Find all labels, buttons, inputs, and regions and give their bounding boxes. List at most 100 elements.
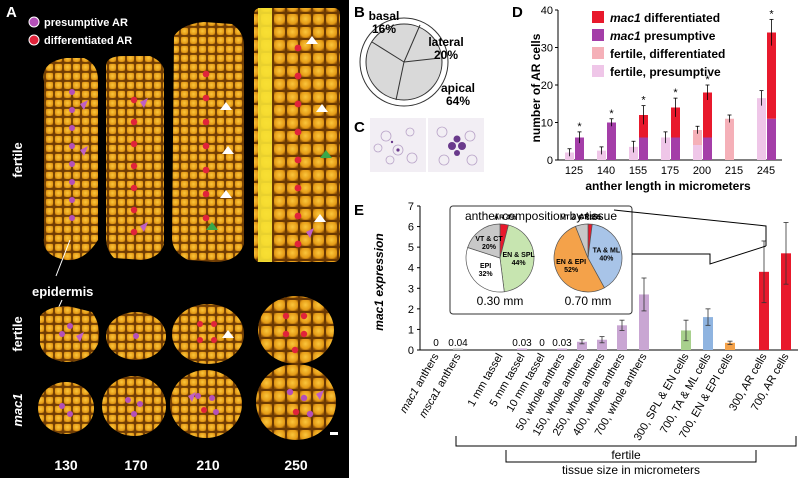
panel-b-label: B	[354, 4, 365, 21]
panel-d-xtick-label: 175	[661, 165, 679, 177]
panel-d-xtick-label: 215	[725, 165, 743, 177]
presumptive-ar-legend-dot	[28, 16, 40, 28]
panel-e-ytick-label: 4	[408, 263, 414, 275]
panel-d-xtick-label: 245	[757, 165, 775, 177]
panel-d-ytick-label: 20	[541, 80, 553, 92]
panel-d-ytick-label: 10	[541, 118, 553, 130]
panel-a: A presumptive AR differentiated AR	[0, 0, 349, 478]
pie-slice-label: VT & CT 20%	[475, 236, 503, 251]
panel-d-bar	[661, 137, 670, 160]
panel-e-ytick-label: 7	[408, 201, 414, 213]
sector-apical-percent: 64%	[446, 94, 470, 108]
panel-d-bar	[597, 150, 606, 160]
tissue-size-bracket	[505, 450, 757, 463]
section-210-fertile	[172, 304, 244, 364]
panel-e-ytick-label: 5	[408, 242, 414, 254]
pie-slice-label: EN & SPL 44%	[503, 252, 536, 267]
panel-d-xlabel: anther length in micrometers	[585, 179, 751, 193]
panel-e-ytick-label: 2	[408, 304, 414, 316]
panel-d-ytick-label: 0	[547, 155, 553, 167]
fertile-bracket	[455, 436, 797, 447]
panel-e-bar	[725, 342, 735, 350]
section-210-mac1	[170, 370, 242, 438]
panel-d-bar	[703, 92, 712, 138]
panel-d-legend-label: mac1 presumptive	[610, 29, 716, 43]
presumptive-ar-legend-label: presumptive AR	[44, 17, 128, 29]
panel-e-value-label: 0	[433, 338, 439, 349]
panel-e-ytick-label: 3	[408, 283, 414, 295]
panel-d-ytick-label: 40	[541, 5, 553, 17]
inset-connector-right	[613, 209, 767, 246]
panel-d-significance-star: *	[673, 87, 678, 99]
panel-e-bar	[517, 348, 527, 350]
panel-d-bar	[693, 130, 702, 145]
stage-label-130: 130	[54, 457, 78, 473]
panel-d-bar	[757, 98, 766, 160]
pie-slice	[553, 225, 605, 293]
pie-slice	[467, 223, 501, 259]
ar-cells-top-row	[69, 44, 302, 248]
pie-slice-label: EN & EPI 52%	[556, 259, 586, 274]
panel-e-value-label: 0	[539, 338, 545, 349]
panel-e-bars: 0 0.04 0.03 0 0.03	[433, 222, 791, 350]
inset-connector-lower	[632, 245, 767, 265]
panel-d-legend-swatch	[592, 29, 604, 41]
panel-e-value-label: 0.04	[448, 338, 468, 349]
panel-d-bar	[703, 137, 712, 160]
panel-d-ylabel: number of AR cells	[529, 33, 543, 142]
stage-label-210: 210	[196, 457, 220, 473]
panel-e-value-label: 0.03	[512, 338, 532, 349]
pie-slice-label: AR 2%	[579, 214, 602, 221]
panel-c-label: C	[354, 119, 365, 136]
sector-apical-name: apical	[441, 81, 475, 95]
panel-e-bar	[781, 253, 791, 350]
pie-slice-label: TA & ML 40%	[593, 247, 621, 262]
panel-d-bar	[693, 145, 702, 160]
pie-inset: anther composition by tissue AR 4% EN & S…	[449, 205, 633, 315]
section-130-fertile	[40, 306, 100, 362]
anther-130-longitudinal	[43, 58, 98, 261]
panel-d-xtick-label: 125	[565, 165, 583, 177]
panel-d-significance-star: *	[705, 74, 710, 86]
pie-slice	[575, 223, 589, 259]
panel-d-legend-swatch	[592, 65, 604, 77]
panel-d-legend: mac1 differentiated mac1 presumptive ferti…	[592, 11, 725, 79]
pie-slice	[499, 224, 535, 293]
panel-d-legend-label: mac1 differentiated	[610, 11, 720, 25]
epidermis-label: epidermis	[32, 284, 93, 299]
panel-e: E mac1 expression 0 1 2 3 4 5 6 7 0 0.04 0.03 0 0.0…	[354, 201, 798, 477]
panel-e-bar	[639, 294, 649, 350]
anther-210-longitudinal	[172, 22, 244, 262]
panel-c: C	[354, 118, 484, 172]
panel-e-value-label: 0.03	[552, 338, 572, 349]
section-250-mac1	[256, 364, 336, 440]
section-250-fertile	[258, 296, 334, 364]
panel-d-bar	[639, 137, 648, 160]
panel-e-bar	[597, 339, 607, 350]
panel-d-bar	[671, 137, 680, 160]
row-label-fertile-top: fertile	[10, 142, 25, 177]
row-label-fertile-middle: fertile	[10, 316, 25, 351]
pie-slice-label: EPI 32%	[479, 263, 494, 278]
histology-image-right	[428, 118, 484, 172]
pie-label-070: 0.70 mm	[565, 294, 612, 308]
panel-d-legend-label: fertile, differentiated	[610, 47, 725, 61]
panel-d-bars: * * * * * *	[565, 8, 776, 160]
panel-d-legend-swatch	[592, 47, 604, 59]
panel-e-ytick-label: 0	[408, 345, 414, 357]
pie-slice-label: VT & CT 6%	[561, 215, 601, 222]
panel-d-bar	[607, 122, 616, 160]
panel-e-bar	[453, 348, 463, 350]
anther-250-bright-edge	[258, 8, 272, 262]
arrowheads-top-row	[80, 36, 332, 238]
panel-d-label: D	[512, 4, 523, 21]
panel-e-ylabel: mac1 expression	[372, 233, 386, 330]
panel-a-legend: presumptive AR differentiated AR	[28, 16, 132, 47]
row-label-mac1: mac1	[10, 393, 25, 426]
panel-d-bar	[639, 115, 648, 138]
panel-d-axes: 0 10 20 30 40 125 140 155 175 200 215 245	[541, 5, 782, 177]
section-130-mac1	[38, 382, 94, 434]
panel-a-label: A	[6, 4, 17, 21]
section-170-mac1	[102, 376, 166, 436]
